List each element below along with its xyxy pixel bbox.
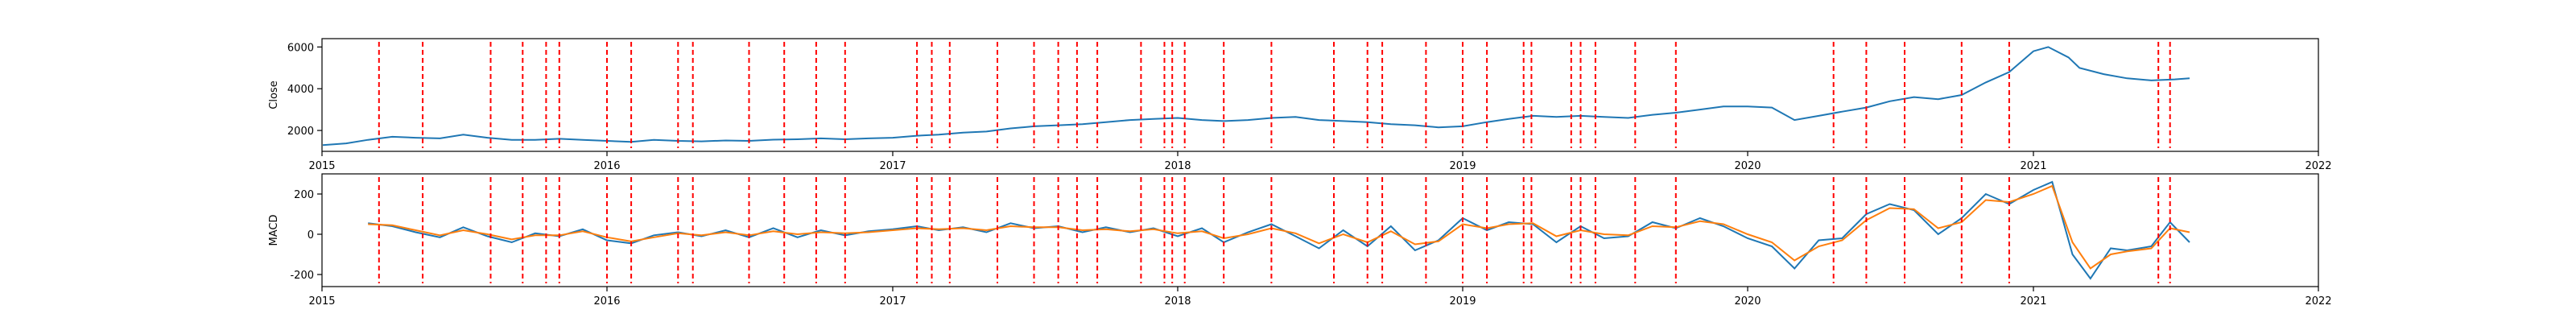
macd-panel-frame [321, 173, 2319, 287]
macd-panel-x-tick-label-7: 2022 [2305, 295, 2331, 308]
close-panel-y-axis-label: Close [268, 80, 280, 109]
macd-panel-x-tick-label-6: 2021 [2020, 295, 2046, 308]
close-panel-x-tick-label-6: 2021 [2020, 160, 2046, 172]
macd-panel-x-tick-label-0: 2015 [308, 295, 335, 308]
close-panel-x-tick-label-7: 2022 [2305, 160, 2331, 172]
close-panel-y-tick-label-2: 6000 [287, 42, 314, 54]
macd-panel-y-tick-label-0: -200 [290, 270, 314, 282]
close-panel-x-tick-label-5: 2020 [1734, 160, 1761, 172]
macd-panel-x-tick-label-3: 2018 [1164, 295, 1191, 308]
macd-panel-x-tick-label-2: 2017 [879, 295, 906, 308]
close-panel-y-tick-label-1: 4000 [287, 84, 314, 96]
close-chart-panel: 2015 2016 2017 2018 2019 2020 2021 2022 2000 4000… [268, 38, 2332, 172]
close-panel-x-tick-label-4: 2019 [1449, 160, 1476, 172]
close-panel-y-tick-label-0: 2000 [287, 126, 314, 138]
close-panel-frame [321, 38, 2319, 152]
macd-panel-y-tick-label-2: 200 [294, 189, 314, 201]
close-panel-x-tick-label-0: 2015 [308, 160, 335, 172]
close-panel-x-tick-label-3: 2018 [1164, 160, 1191, 172]
macd-panel-x-tick-label-1: 2016 [593, 295, 620, 308]
macd-panel-x-tick-label-5: 2020 [1734, 295, 1761, 308]
macd-panel-y-tick-label-1: 0 [308, 229, 314, 242]
macd-panel-y-axis-label: MACD [268, 215, 280, 246]
close-panel-x-tick-label-1: 2016 [593, 160, 620, 172]
macd-panel-series-line-1 [368, 184, 2190, 270]
macd-panel-x-tick-label-4: 2019 [1449, 295, 1476, 308]
close-panel-x-tick-label-2: 2017 [879, 160, 906, 172]
macd-chart-panel: 2015 2016 2017 2018 2019 2020 2021 2022 -200 0 200… [268, 173, 2332, 308]
